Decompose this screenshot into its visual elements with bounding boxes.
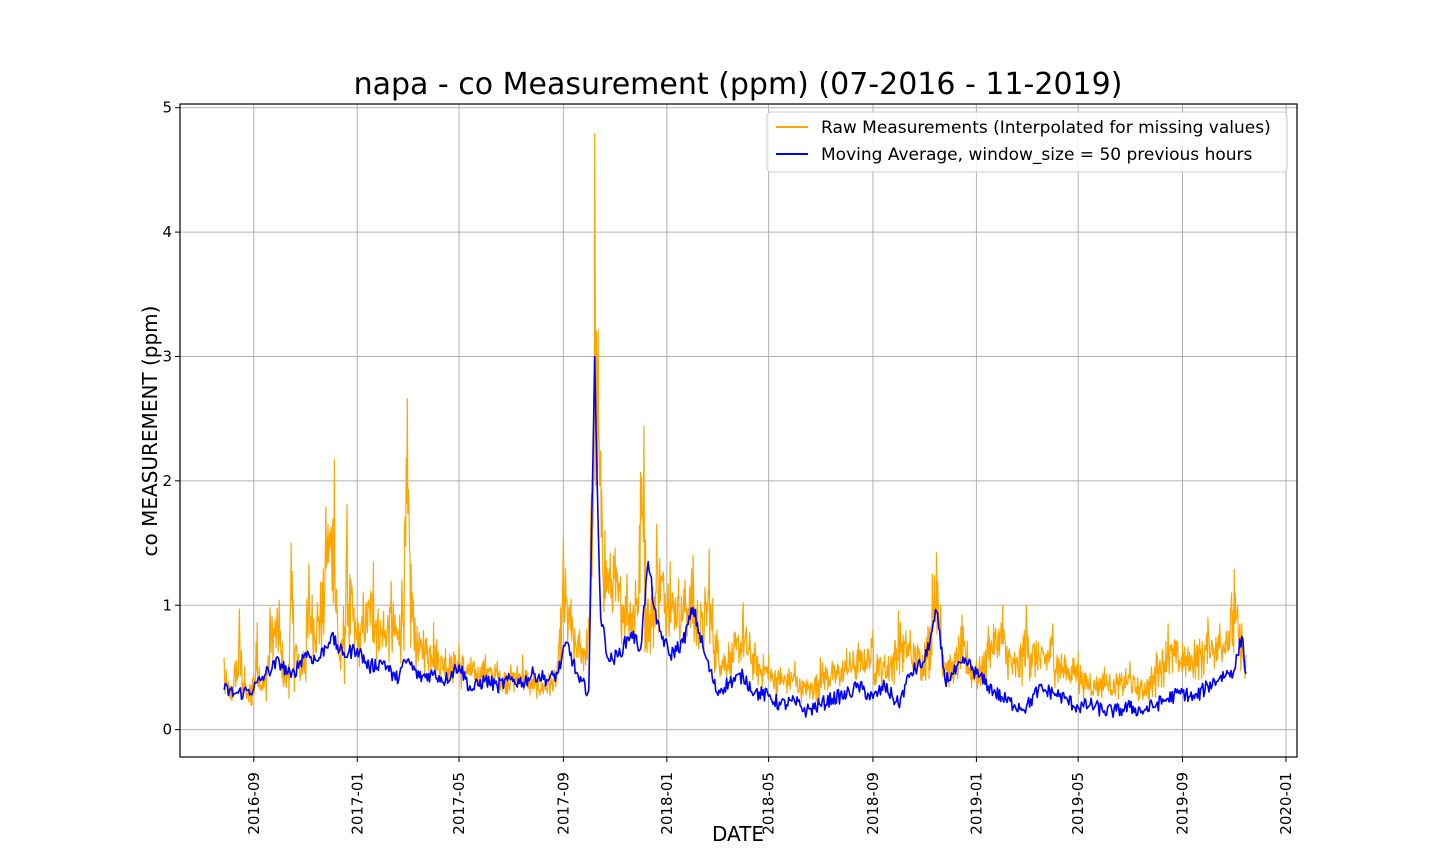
x-tick-label: 2018-05: [760, 772, 778, 835]
x-tick-label: 2020-01: [1277, 772, 1295, 835]
x-axis-title: DATE: [712, 822, 764, 846]
y-axis-ticks: 0 1 2 3 4 5: [162, 99, 180, 739]
moving-average-line: [223, 355, 1247, 718]
x-tick-label: 2019-05: [1069, 772, 1087, 835]
x-tick-label: 2018-01: [658, 772, 676, 835]
y-tick-label: 1: [162, 596, 172, 614]
legend-label-raw: Raw Measurements (Interpolated for missi…: [821, 118, 1271, 138]
chart-title: napa - co Measurement (ppm) (07-2016 - 1…: [354, 67, 1123, 102]
grid-lines: [180, 104, 1297, 757]
y-tick-label: 5: [162, 99, 172, 117]
raw-measurements-line: [223, 133, 1247, 706]
y-tick-label: 0: [162, 721, 172, 739]
legend-label-moving-average: Moving Average, window_size = 50 previou…: [821, 145, 1253, 165]
y-tick-label: 4: [162, 223, 172, 241]
plot-frame: [179, 103, 1298, 758]
legend-box: [766, 111, 1288, 173]
legend: Raw Measurements (Interpolated for missi…: [766, 111, 1288, 173]
y-axis-title: co MEASUREMENT (ppm): [138, 306, 162, 557]
x-tick-label: 2016-09: [245, 772, 263, 835]
x-axis-ticks: 2016-09 2017-01 2017-05 2017-09 2018-01 2018-…: [245, 757, 1295, 835]
x-tick-label: 2017-09: [554, 772, 572, 835]
x-tick-label: 2019-01: [967, 772, 985, 835]
series-layer: [223, 133, 1247, 718]
x-tick-label: 2018-09: [864, 772, 882, 835]
x-tick-label: 2019-09: [1174, 772, 1192, 835]
x-tick-label: 2017-01: [348, 772, 366, 835]
x-tick-label: 2017-05: [450, 772, 468, 835]
y-tick-label: 3: [162, 347, 172, 365]
y-tick-label: 2: [162, 472, 172, 490]
